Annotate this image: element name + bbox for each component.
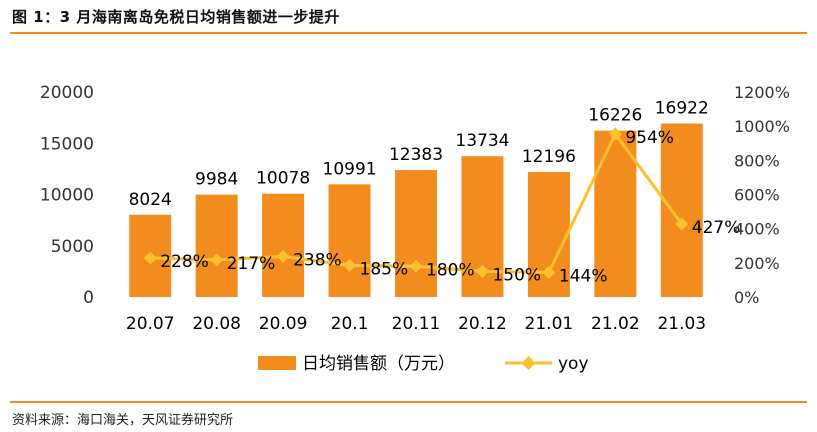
left-axis-tick-label: 10000 (40, 186, 94, 206)
x-axis-category-label: 21.02 (591, 314, 640, 334)
left-axis-tick-label: 0 (83, 288, 94, 308)
yoy-value-label: 144% (559, 266, 608, 286)
yoy-value-label: 954% (625, 128, 674, 148)
bar-value-label: 13734 (455, 131, 509, 151)
bar (395, 170, 437, 297)
yoy-point (675, 217, 689, 231)
left-axis-tick-label: 5000 (51, 237, 94, 257)
legend-line-label: yoy (558, 354, 589, 374)
right-axis-tick-label: 1000% (734, 117, 790, 136)
left-axis-tick-label: 15000 (40, 134, 94, 154)
yoy-value-label: 217% (227, 254, 276, 274)
x-axis-category-label: 20.11 (392, 314, 441, 334)
x-axis-category-label: 20.07 (126, 314, 175, 334)
right-axis-tick-label: 800% (734, 151, 780, 170)
bar-value-label: 10078 (256, 169, 310, 189)
right-axis-tick-label: 0% (734, 288, 759, 307)
x-axis-category-label: 20.12 (458, 314, 507, 334)
yoy-point (542, 265, 556, 279)
bar (328, 184, 371, 297)
legend-bar-label: 日均销售额（万元） (302, 354, 455, 374)
bar-value-label: 16922 (655, 99, 709, 119)
bar (195, 194, 238, 297)
x-axis-category-label: 20.1 (331, 314, 369, 334)
yoy-point (409, 259, 423, 273)
yoy-value-label: 238% (293, 250, 342, 270)
yoy-point (143, 251, 157, 265)
bar (660, 123, 703, 297)
legend-line-marker (521, 356, 536, 370)
bar-value-label: 12196 (522, 147, 576, 167)
legend: 日均销售额（万元） yoy (258, 354, 589, 374)
right-axis-tick-label: 1200% (734, 83, 790, 102)
legend-bar-swatch (258, 356, 296, 370)
chart-title: 图 1：3 月海南离岛免税日均销售额进一步提升 (12, 8, 340, 26)
yoy-point (210, 253, 224, 267)
yoy-point (608, 127, 622, 141)
combo-chart: 8024 9984 10078 10991 12383 13734 12196 16226 16… (40, 83, 790, 374)
right-axis-tick-label: 200% (734, 254, 780, 273)
source-note: 资料来源：海口海关，天风证券研究所 (12, 413, 234, 428)
x-axis-category-label: 21.03 (657, 314, 706, 334)
yoy-value-label: 427% (692, 218, 741, 238)
bar-value-label: 8024 (129, 190, 172, 210)
bar-value-label: 16226 (588, 106, 642, 126)
left-axis-tick-label: 20000 (40, 83, 94, 103)
yoy-value-label: 228% (160, 252, 209, 272)
yoy-point (276, 249, 290, 263)
yoy-value-label: 185% (360, 259, 409, 279)
bottom-divider (10, 401, 807, 403)
bar (262, 193, 305, 297)
yoy-point (343, 258, 357, 272)
yoy-value-label: 150% (492, 265, 541, 285)
x-axis-category-label: 20.09 (259, 314, 308, 334)
bar-value-label: 9984 (195, 170, 238, 190)
x-axis-category-label: 20.08 (192, 314, 241, 334)
x-axis-category-label: 21.01 (525, 314, 574, 334)
right-axis-tick-label: 400% (734, 220, 780, 239)
top-divider (10, 32, 807, 34)
bar-value-label: 12383 (389, 145, 443, 165)
yoy-value-label: 180% (426, 260, 475, 280)
bar (594, 130, 637, 297)
bar-value-label: 10991 (323, 159, 377, 179)
right-axis-tick-label: 600% (734, 186, 780, 205)
yoy-point (475, 264, 489, 278)
